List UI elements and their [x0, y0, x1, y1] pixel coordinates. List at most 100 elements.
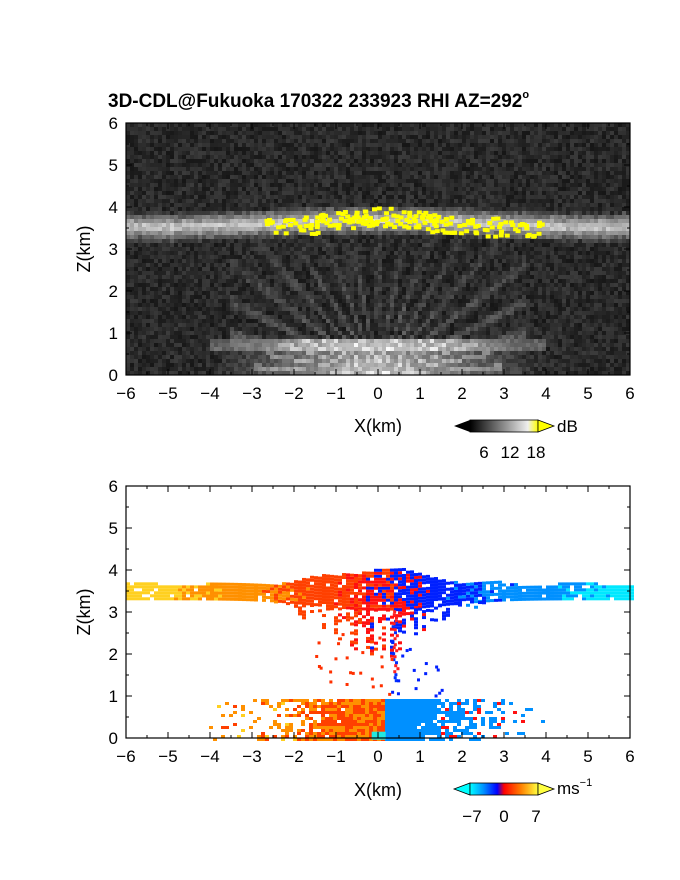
reflectivity-cell — [206, 163, 210, 167]
reflectivity-cell — [530, 167, 534, 171]
reflectivity-cell — [450, 275, 454, 279]
reflectivity-cell — [350, 171, 354, 175]
reflectivity-cell — [354, 267, 358, 271]
reflectivity-cell — [238, 127, 242, 131]
reflectivity-cell — [246, 267, 250, 271]
reflectivity-cell — [446, 271, 450, 275]
reflectivity-cell — [170, 279, 174, 283]
reflectivity-cell — [214, 251, 218, 255]
reflectivity-cell — [374, 235, 378, 239]
reflectivity-cell — [406, 207, 410, 211]
reflectivity-cell — [474, 175, 478, 179]
reflectivity-cell — [430, 239, 434, 243]
reflectivity-cell — [338, 191, 342, 195]
reflectivity-cell — [190, 195, 194, 199]
reflectivity-cell — [194, 227, 198, 231]
reflectivity-cell — [326, 167, 330, 171]
reflectivity-cell — [626, 155, 630, 159]
reflectivity-cell — [442, 279, 446, 283]
reflectivity-cell — [562, 191, 566, 195]
reflectivity-cell — [406, 255, 410, 259]
reflectivity-cell — [286, 239, 290, 243]
reflectivity-cell — [134, 231, 138, 235]
reflectivity-cell — [186, 187, 190, 191]
reflectivity-cell — [538, 127, 542, 131]
reflectivity-cell — [222, 259, 226, 263]
reflectivity-cell — [406, 279, 410, 283]
reflectivity-cell — [582, 255, 586, 259]
reflectivity-cell — [578, 243, 582, 247]
reflectivity-cell — [370, 275, 374, 279]
reflectivity-cell — [518, 219, 522, 223]
reflectivity-cell — [306, 219, 310, 223]
reflectivity-cell — [314, 279, 318, 283]
reflectivity-cell — [270, 227, 274, 231]
reflectivity-cell — [234, 151, 238, 155]
reflectivity-cell — [162, 219, 166, 223]
reflectivity-cell — [354, 259, 358, 263]
reflectivity-cell — [358, 255, 362, 259]
reflectivity-cell — [350, 239, 354, 243]
reflectivity-cell — [314, 139, 318, 143]
reflectivity-cell — [266, 151, 270, 155]
reflectivity-cell — [582, 135, 586, 139]
reflectivity-cell — [518, 187, 522, 191]
reflectivity-cell — [258, 171, 262, 175]
reflectivity-cell — [186, 263, 190, 267]
reflectivity-cell — [482, 239, 486, 243]
reflectivity-cell — [282, 147, 286, 151]
reflectivity-cell — [354, 207, 358, 211]
reflectivity-cell — [370, 267, 374, 271]
reflectivity-cell — [610, 155, 614, 159]
reflectivity-cell — [234, 183, 238, 187]
reflectivity-cell — [522, 163, 526, 167]
reflectivity-cell — [554, 275, 558, 279]
reflectivity-cell — [378, 243, 382, 247]
reflectivity-cell — [426, 183, 430, 187]
reflectivity-cell — [482, 203, 486, 207]
reflectivity-cell — [510, 187, 514, 191]
reflectivity-cell — [470, 127, 474, 131]
reflectivity-cell — [494, 275, 498, 279]
reflectivity-cell — [194, 243, 198, 247]
reflectivity-cell — [130, 267, 134, 271]
reflectivity-cell — [306, 151, 310, 155]
reflectivity-cell — [250, 271, 254, 275]
reflectivity-cell — [154, 175, 158, 179]
reflectivity-cell — [146, 123, 150, 127]
reflectivity-cell — [402, 123, 406, 127]
reflectivity-cell — [354, 263, 358, 267]
reflectivity-cell — [614, 123, 618, 127]
reflectivity-cell — [590, 243, 594, 247]
reflectivity-cell — [470, 207, 474, 211]
reflectivity-cell — [306, 271, 310, 275]
reflectivity-cell — [226, 271, 230, 275]
reflectivity-cell — [314, 151, 318, 155]
reflectivity-cell — [282, 271, 286, 275]
reflectivity-cell — [546, 163, 550, 167]
reflectivity-cell — [334, 275, 338, 279]
reflectivity-cell — [294, 251, 298, 255]
reflectivity-cell — [582, 227, 586, 231]
reflectivity-cell — [162, 127, 166, 131]
reflectivity-cell — [338, 243, 342, 247]
reflectivity-cell — [398, 155, 402, 159]
reflectivity-cell — [434, 143, 438, 147]
reflectivity-cell — [346, 199, 350, 203]
reflectivity-cell — [258, 143, 262, 147]
reflectivity-cell — [250, 207, 254, 211]
reflectivity-cell — [126, 211, 130, 215]
reflectivity-cell — [526, 215, 530, 219]
reflectivity-cell — [438, 183, 442, 187]
reflectivity-cell — [314, 127, 318, 131]
reflectivity-cell — [566, 211, 570, 215]
reflectivity-cell — [242, 147, 246, 151]
reflectivity-cell — [266, 159, 270, 163]
reflectivity-cell — [262, 123, 266, 127]
reflectivity-cell — [538, 203, 542, 207]
reflectivity-cell — [578, 227, 582, 231]
reflectivity-cell — [186, 279, 190, 283]
reflectivity-cell — [362, 175, 366, 179]
reflectivity-cell — [194, 135, 198, 139]
reflectivity-cell — [598, 175, 602, 179]
